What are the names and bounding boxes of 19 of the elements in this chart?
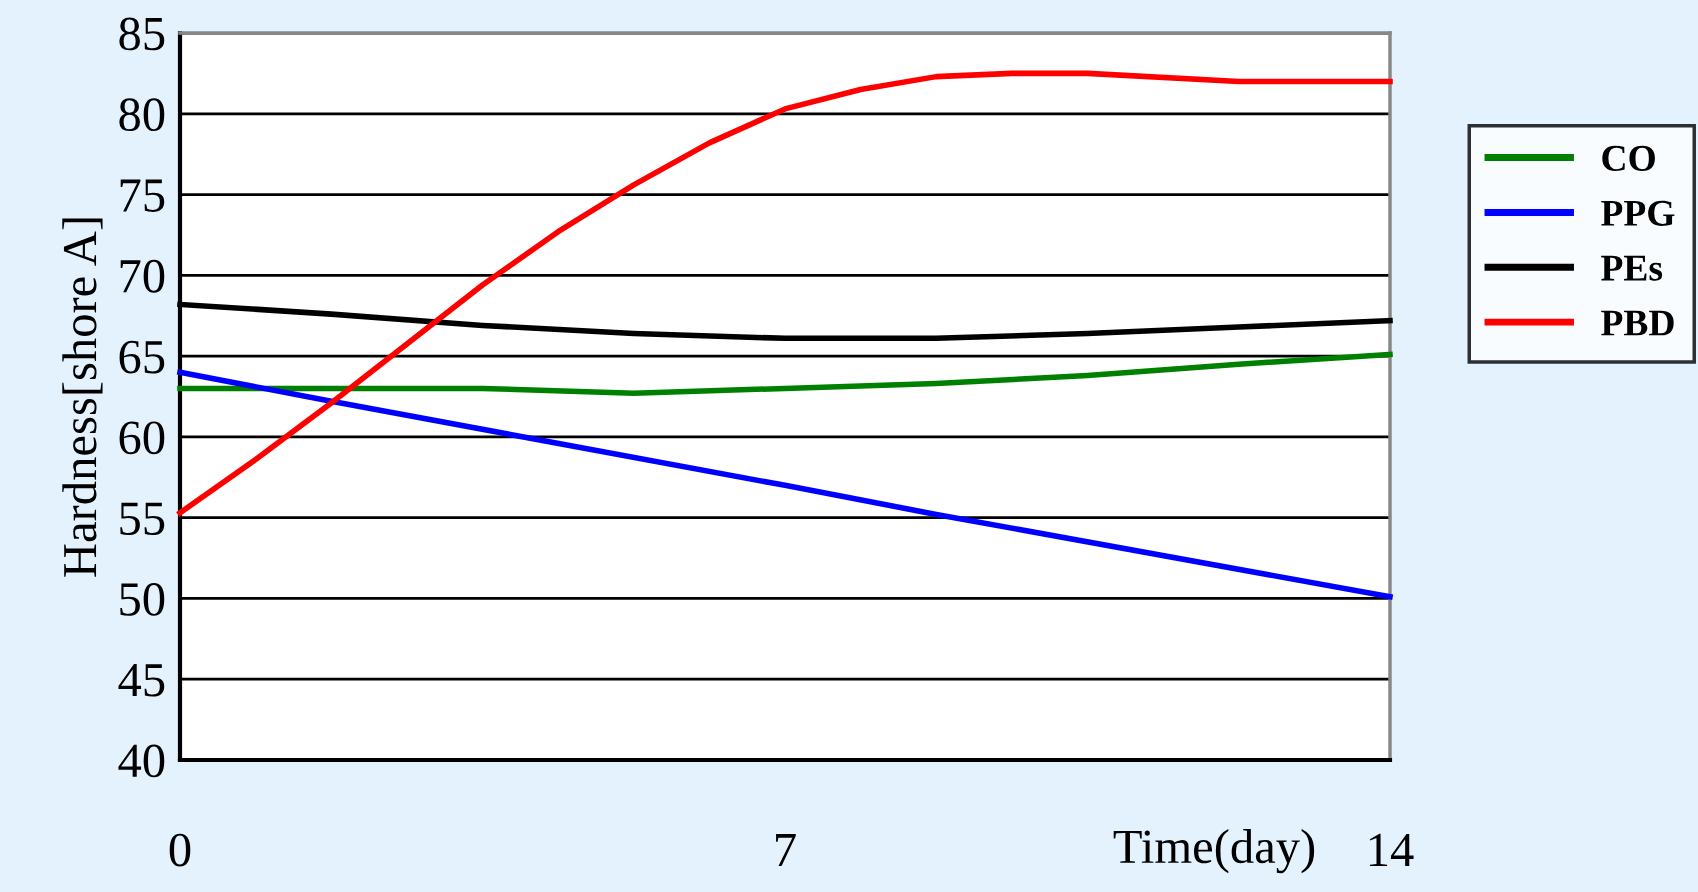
legend-label: PPG [1601, 200, 1675, 226]
y-tick-label: 50 [120, 582, 165, 616]
y-tick-label: 85 [119, 17, 165, 51]
x-tick-label: 7 [776, 834, 796, 866]
x-tick-label: 14 [1369, 833, 1414, 866]
y-tick-label: 40 [118, 744, 165, 778]
legend-label: PEs [1601, 255, 1663, 281]
y-tick-label: 65 [119, 340, 165, 374]
y-tick-label: 70 [120, 259, 165, 293]
x-axis-title: Time(day) [1113, 829, 1315, 874]
legend-label: CO [1602, 145, 1655, 172]
y-tick-label: 55 [120, 502, 165, 536]
y-tick-label: 45 [118, 664, 165, 697]
y-axis-title: Hardness[shore A] [62, 218, 103, 577]
y-tick-label: 60 [119, 421, 165, 455]
y-tick-label: 80 [119, 98, 165, 132]
legend-label: PBD [1601, 310, 1674, 336]
x-tick-label: 0 [169, 833, 191, 867]
y-tick-label: 75 [120, 179, 165, 212]
